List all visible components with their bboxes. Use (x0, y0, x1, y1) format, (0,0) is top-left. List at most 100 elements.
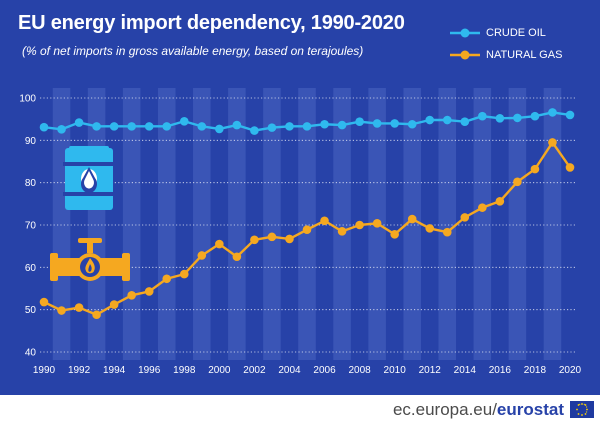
data-point-crude-oil (197, 122, 207, 131)
data-point-crude-oil (460, 117, 470, 127)
y-tick-label: 60 (25, 263, 37, 274)
data-point-natural-gas (144, 287, 154, 296)
data-point-natural-gas (197, 251, 207, 260)
x-tick-label: 1994 (103, 365, 126, 376)
column-band (157, 88, 176, 360)
column-band (333, 88, 351, 360)
x-tick-label: 2016 (489, 365, 512, 376)
data-point-crude-oil (372, 119, 382, 128)
gas-pipe-flame-icon (50, 238, 130, 281)
column-band (508, 88, 527, 360)
y-axis-ticks: 40 50 60 70 80 90 100 (19, 94, 36, 359)
x-tick-label: 2004 (278, 365, 301, 376)
data-point-crude-oil (407, 119, 417, 129)
data-point-natural-gas (337, 227, 347, 236)
data-point-crude-oil (215, 124, 224, 134)
data-point-natural-gas (513, 177, 522, 187)
x-tick-label: 2010 (384, 365, 407, 376)
x-tick-label: 2006 (313, 365, 336, 376)
data-point-crude-oil (285, 122, 294, 131)
column-band (298, 88, 316, 360)
y-tick-label: 70 (25, 221, 37, 232)
data-point-natural-gas (92, 310, 101, 320)
chart-title: EU energy import dependency, 1990-2020 (18, 12, 405, 34)
data-point-crude-oil (57, 125, 66, 134)
x-tick-label: 1992 (68, 365, 91, 376)
legend-item-crude-oil: CRUDE OIL (450, 22, 562, 44)
column-band (193, 88, 211, 360)
data-point-natural-gas (127, 290, 136, 300)
data-point-natural-gas (478, 203, 487, 212)
data-point-natural-gas (179, 269, 189, 279)
data-point-natural-gas (232, 252, 242, 262)
data-point-natural-gas (250, 235, 259, 245)
data-point-crude-oil (530, 111, 540, 121)
data-point-crude-oil (495, 114, 505, 123)
data-point-crude-oil (548, 108, 557, 117)
data-point-natural-gas (530, 164, 540, 174)
x-tick-label: 1990 (33, 365, 56, 376)
y-tick-label: 50 (25, 305, 37, 316)
x-tick-label: 1996 (138, 365, 161, 376)
legend-swatch-natural-gas (450, 50, 480, 60)
data-point-crude-oil (109, 122, 119, 131)
data-point-crude-oil (337, 120, 347, 130)
data-point-natural-gas (285, 234, 294, 244)
data-point-natural-gas (109, 300, 119, 309)
data-point-crude-oil (144, 122, 154, 131)
data-point-crude-oil (39, 122, 49, 132)
column-band (473, 88, 492, 360)
x-tick-label: 2002 (243, 365, 266, 376)
data-point-natural-gas (162, 274, 172, 284)
chart-subtitle: (% of net imports in gross available ene… (22, 44, 364, 58)
data-point-crude-oil (232, 120, 242, 130)
column-band (543, 88, 562, 360)
data-point-crude-oil (92, 122, 101, 131)
legend-label-crude-oil: CRUDE OIL (486, 27, 546, 39)
data-point-crude-oil (478, 111, 487, 121)
y-tick-label: 90 (25, 136, 37, 147)
data-point-crude-oil (250, 126, 259, 135)
data-point-natural-gas (57, 306, 66, 315)
legend-label-natural-gas: NATURAL GAS (486, 49, 563, 61)
data-point-natural-gas (215, 239, 224, 249)
data-point-natural-gas (425, 224, 435, 233)
legend-swatch-crude-oil (450, 28, 480, 38)
source-brand: eurostat (496, 400, 564, 419)
x-tick-label: 2000 (208, 365, 231, 376)
legend-item-natural-gas: NATURAL GAS (450, 44, 562, 66)
y-tick-label: 80 (25, 178, 37, 189)
column-band (438, 88, 457, 360)
data-point-crude-oil (425, 115, 435, 125)
eu-flag-icon (570, 401, 594, 418)
data-point-natural-gas (372, 219, 382, 228)
y-tick-label: 40 (25, 348, 37, 359)
data-point-natural-gas (267, 232, 277, 242)
data-point-crude-oil (442, 115, 452, 125)
data-point-crude-oil (267, 123, 277, 132)
data-point-natural-gas (302, 225, 312, 234)
column-band (263, 88, 281, 360)
source-url: ec.europa.eu/ (392, 400, 497, 419)
data-point-crude-oil (565, 110, 575, 120)
series-group (39, 108, 575, 320)
x-tick-label: 2008 (348, 365, 371, 376)
data-point-natural-gas (390, 230, 399, 239)
footer (0, 395, 600, 425)
data-point-natural-gas (320, 216, 329, 226)
data-point-natural-gas (74, 303, 84, 312)
x-tick-label: 1998 (173, 365, 196, 376)
data-point-crude-oil (390, 119, 399, 128)
data-point-natural-gas (460, 213, 470, 222)
data-point-natural-gas (442, 227, 452, 237)
data-point-crude-oil (74, 118, 84, 127)
data-point-natural-gas (565, 163, 575, 172)
source-credit: ec.europa.eu/eurostat (393, 400, 564, 420)
x-tick-label: 2014 (454, 365, 477, 376)
data-point-crude-oil (320, 119, 329, 129)
data-point-natural-gas (39, 297, 49, 307)
chart-canvas: 40 50 60 70 80 90 100 1990 1992 1994 1996 1998 2000… (19, 88, 582, 376)
oil-barrel-icon (63, 146, 115, 210)
data-point-crude-oil (302, 122, 312, 131)
